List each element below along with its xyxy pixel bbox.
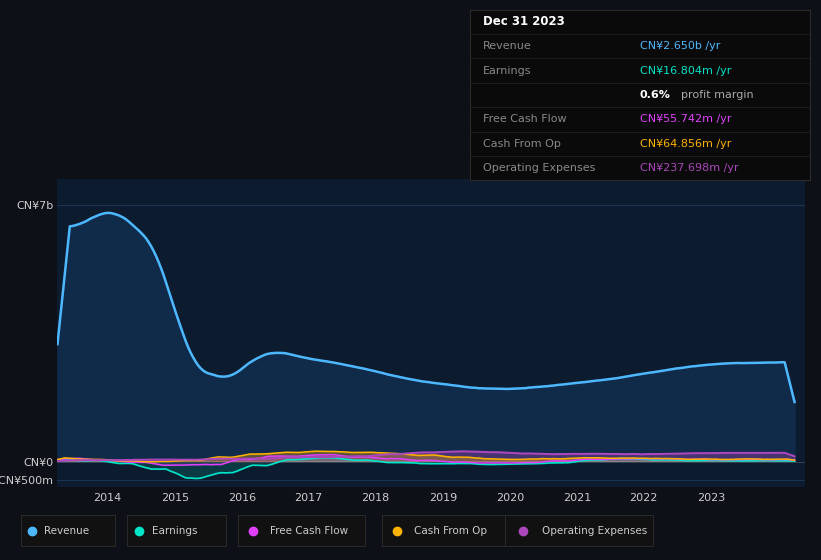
Text: CN¥2.650b /yr: CN¥2.650b /yr [640, 41, 720, 51]
Text: Operating Expenses: Operating Expenses [484, 163, 595, 173]
Text: CN¥55.742m /yr: CN¥55.742m /yr [640, 114, 732, 124]
Text: CN¥16.804m /yr: CN¥16.804m /yr [640, 66, 732, 76]
Text: Dec 31 2023: Dec 31 2023 [484, 15, 565, 28]
Text: Cash From Op: Cash From Op [484, 139, 561, 149]
Text: Earnings: Earnings [484, 66, 532, 76]
Text: Free Cash Flow: Free Cash Flow [484, 114, 566, 124]
Text: 0.6%: 0.6% [640, 90, 671, 100]
Text: Revenue: Revenue [44, 526, 89, 535]
Text: CN¥237.698m /yr: CN¥237.698m /yr [640, 163, 739, 173]
Text: CN¥64.856m /yr: CN¥64.856m /yr [640, 139, 732, 149]
Text: Earnings: Earnings [152, 526, 197, 535]
Text: Revenue: Revenue [484, 41, 532, 51]
Text: profit margin: profit margin [681, 90, 754, 100]
Text: Free Cash Flow: Free Cash Flow [270, 526, 348, 535]
Text: Operating Expenses: Operating Expenses [542, 526, 647, 535]
Text: Cash From Op: Cash From Op [414, 526, 487, 535]
